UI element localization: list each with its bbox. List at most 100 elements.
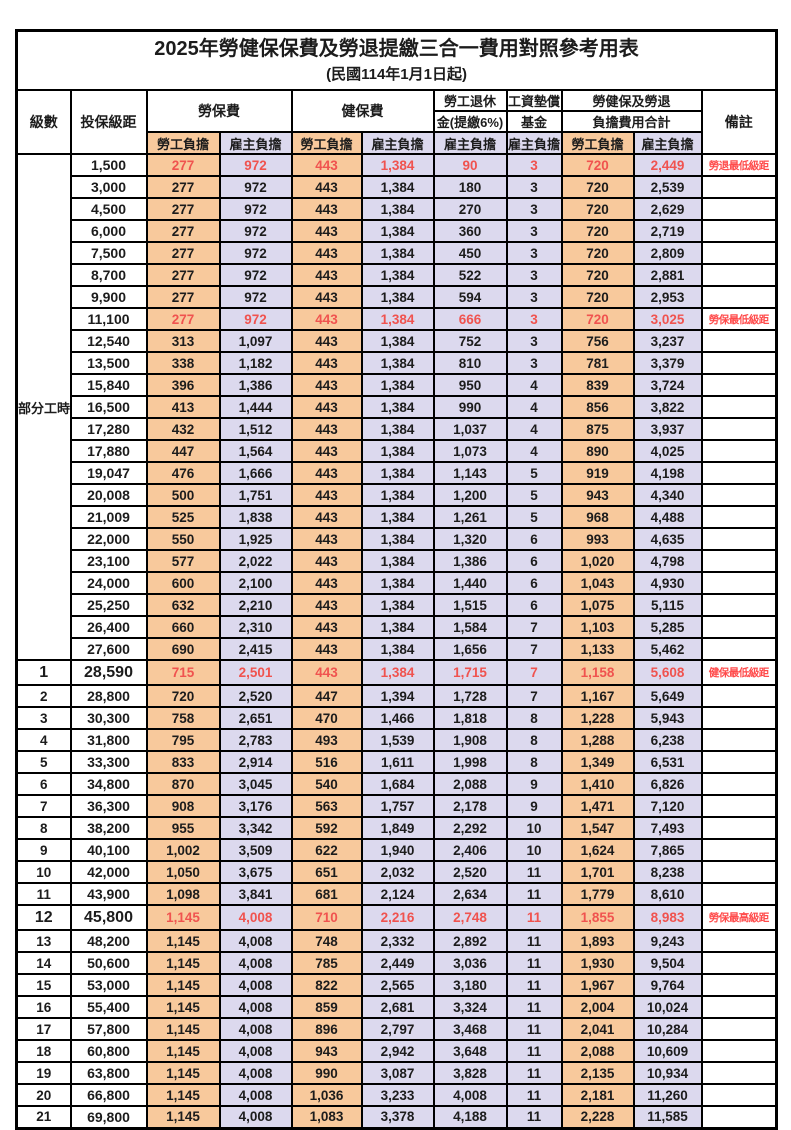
- total-employer-cell: 4,635: [632, 527, 703, 551]
- health-employee-cell: 822: [290, 973, 363, 997]
- wage-fund-employer-cell: 11: [505, 1061, 563, 1085]
- health-employer-cell: 1,384: [360, 571, 435, 595]
- health-employee-cell: 990: [290, 1061, 363, 1085]
- remark-cell: [700, 973, 778, 997]
- labor-employer-cell: 4,008: [218, 1039, 293, 1063]
- wage-fund-employer-cell: 5: [505, 505, 563, 529]
- labor-employee-cell: 277: [145, 285, 221, 309]
- header-row-1: 級數 投保級距 勞保費 健保費 勞工退休 工資墊償 勞健保及勞退 備註: [15, 89, 778, 155]
- health-employee-cell: 443: [290, 329, 363, 353]
- table-row: 9,900 277 972 443 1,384 594 3 720 2,953: [17, 285, 778, 309]
- table-row: 18 60,800 1,145 4,008 943 2,942 3,648 11 2,088 10…: [15, 1039, 778, 1063]
- health-employer-cell: 1,384: [360, 307, 435, 331]
- bracket-cell: 17,880: [69, 439, 148, 463]
- labor-employer-cell: 2,100: [218, 571, 293, 595]
- health-employee-cell: 563: [290, 794, 363, 818]
- labor-employee-cell: 1,098: [145, 882, 221, 906]
- wage-fund-employer-cell: 11: [505, 1039, 563, 1063]
- total-employer-cell: 10,024: [632, 995, 703, 1019]
- pension-employer-cell: 270: [432, 197, 508, 221]
- remark-cell: [700, 527, 778, 551]
- bracket-cell: 40,100: [69, 838, 148, 862]
- labor-employee-cell: 955: [145, 816, 221, 840]
- total-employee-cell: 1,779: [560, 882, 635, 906]
- total-employee-cell: 1,043: [560, 571, 635, 595]
- health-employer-cell: 2,032: [360, 860, 435, 884]
- bracket-cell: 24,000: [69, 571, 148, 595]
- table-row: 23,100 577 2,022 443 1,384 1,386 6 1,020 4,798: [17, 549, 778, 573]
- labor-employer-cell: 4,008: [218, 951, 293, 975]
- labor-employee-cell: 758: [145, 706, 221, 730]
- health-employee-cell: 710: [290, 904, 363, 931]
- total-employee-cell: 1,075: [560, 593, 635, 617]
- total-employee-cell: 968: [560, 505, 635, 529]
- wage-fund-employer-cell: 4: [505, 439, 563, 463]
- pension-employer-cell: 1,908: [432, 728, 508, 752]
- remark-cell: [700, 175, 778, 199]
- health-employee-cell: 443: [290, 307, 363, 331]
- level-cell: 5: [15, 750, 72, 774]
- table-row: 部分工時 1,500 277 972 443 1,384 90 3 720 2,449 勞退最低級距: [15, 153, 778, 661]
- total-employer-cell: 4,488: [632, 505, 703, 529]
- remark-cell: [700, 750, 778, 774]
- labor-employer-cell: 972: [218, 307, 293, 331]
- pension-employer-cell: 4,188: [432, 1105, 508, 1129]
- premium-table: 2025年勞健保保費及勞退提繳三合一費用對照參考用表 (民國114年1月1日起)…: [15, 29, 779, 1130]
- health-employer-cell: 1,384: [360, 329, 435, 353]
- table-row: 12 45,800 1,145 4,008 710 2,216 2,748 11 1,855 8,…: [15, 904, 778, 931]
- bracket-cell: 43,900: [69, 882, 148, 906]
- labor-employee-cell: 1,050: [145, 860, 221, 884]
- total-employer-cell: 10,609: [632, 1039, 703, 1063]
- total-employee-cell: 2,135: [560, 1061, 635, 1085]
- total-employee-cell: 1,158: [560, 659, 635, 686]
- bracket-cell: 21,009: [69, 505, 148, 529]
- pension-employer-cell: 1,261: [432, 505, 508, 529]
- bracket-cell: 36,300: [69, 794, 148, 818]
- health-employee-cell: 785: [290, 951, 363, 975]
- health-employee-cell: 443: [290, 637, 363, 661]
- remark-cell: [700, 772, 778, 796]
- bracket-cell: 48,200: [69, 929, 148, 953]
- total-employee-cell: 1,133: [560, 637, 635, 661]
- pension-employer-cell: 3,828: [432, 1061, 508, 1085]
- health-employer-cell: 1,849: [360, 816, 435, 840]
- health-employer-cell: 1,384: [360, 241, 435, 265]
- wage-fund-employer-cell: 10: [505, 838, 563, 862]
- health-employee-cell: 443: [290, 373, 363, 397]
- table-row: 2 28,800 720 2,520 447 1,394 1,728 7 1,167 5,649: [15, 684, 778, 708]
- labor-employer-cell: 2,310: [218, 615, 293, 639]
- remark-cell: [700, 1017, 778, 1041]
- pension-employer-cell: 2,406: [432, 838, 508, 862]
- table-row: 8 38,200 955 3,342 592 1,849 2,292 10 1,547 7,493: [15, 816, 778, 840]
- pension-employer-cell: 1,728: [432, 684, 508, 708]
- labor-employee-cell: 1,145: [145, 951, 221, 975]
- table-row: 1 28,590 715 2,501 443 1,384 1,715 7 1,158 5,608 健…: [15, 659, 778, 686]
- labor-employer-cell: 4,008: [218, 929, 293, 953]
- total-employer-cell: 3,237: [632, 329, 703, 353]
- table-row: 22,000 550 1,925 443 1,384 1,320 6 993 4,635: [17, 527, 778, 551]
- health-employer-cell: 2,565: [360, 973, 435, 997]
- labor-employer-cell: 4,008: [218, 995, 293, 1019]
- level-cell: 15: [15, 973, 72, 997]
- labor-employer-cell: 1,925: [218, 527, 293, 551]
- wage-fund-employer-cell: 4: [505, 395, 563, 419]
- health-employer-cell: 3,087: [360, 1061, 435, 1085]
- wage-fund-employer-cell: 3: [505, 285, 563, 309]
- labor-employer-cell: 2,651: [218, 706, 293, 730]
- remark-cell: [700, 995, 778, 1019]
- bracket-cell: 28,590: [69, 659, 148, 686]
- total-employee-cell: 856: [560, 395, 635, 419]
- bracket-cell: 12,540: [69, 329, 148, 353]
- pension-employer-cell: 1,584: [432, 615, 508, 639]
- total-employee-cell: 720: [560, 241, 635, 265]
- total-employer-cell: 7,865: [632, 838, 703, 862]
- total-employer-cell: 3,025: [632, 307, 703, 331]
- col-header-total-line1: 勞健保及勞退: [560, 89, 703, 112]
- total-employer-cell: 2,953: [632, 285, 703, 309]
- total-employee-cell: 1,410: [560, 772, 635, 796]
- table-row: 12,540 313 1,097 443 1,384 752 3 756 3,237: [17, 329, 778, 353]
- total-employer-cell: 5,285: [632, 615, 703, 639]
- table-body: 部分工時 1,500 277 972 443 1,384 90 3 720 2,449 勞退最低級距…: [15, 153, 778, 1129]
- level-cell: 21: [15, 1105, 72, 1129]
- health-employee-cell: 443: [290, 197, 363, 221]
